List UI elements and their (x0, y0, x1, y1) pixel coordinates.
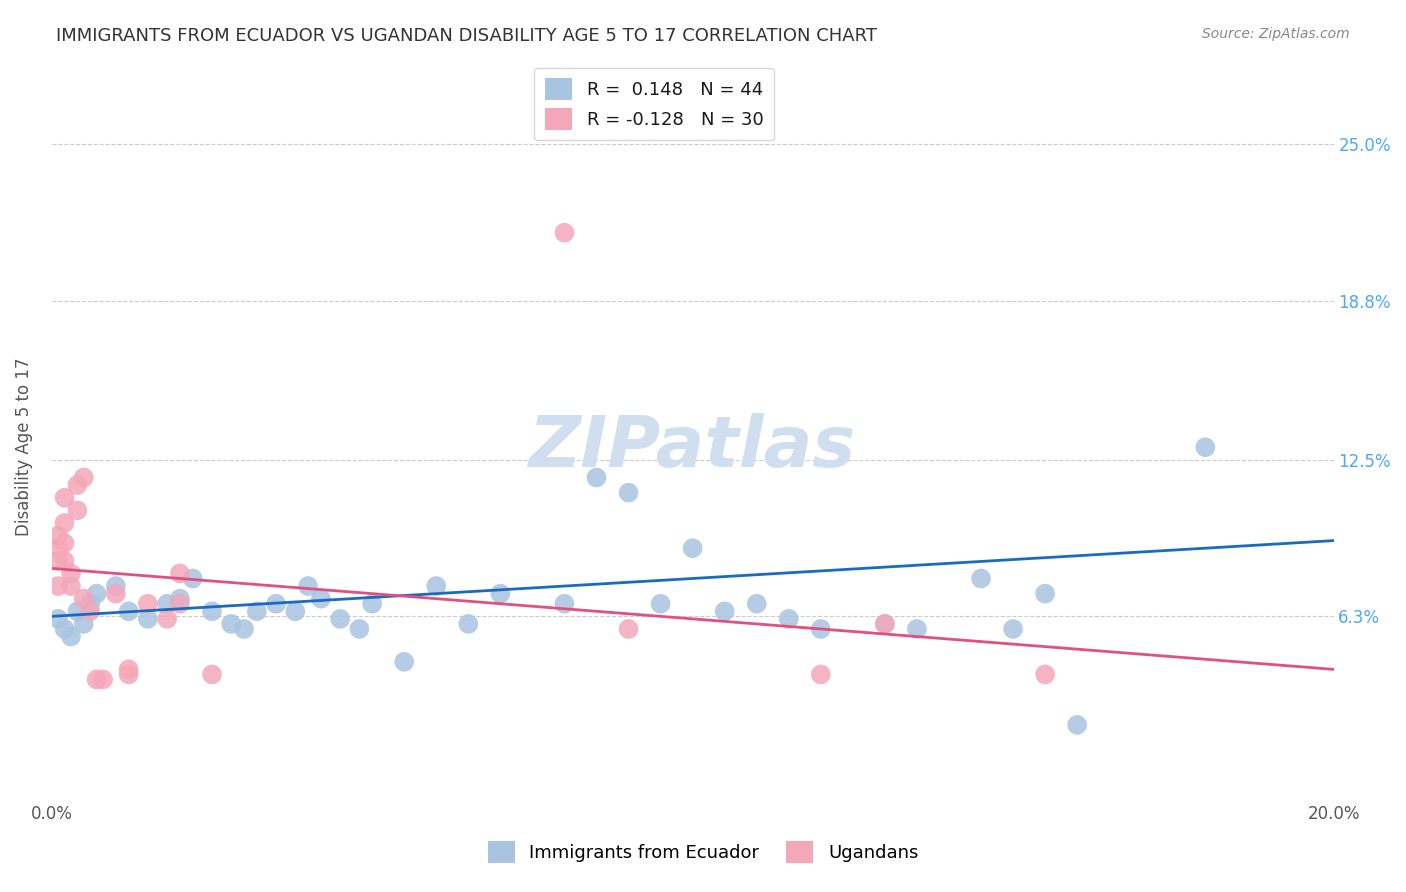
Point (53, 554, 76, 568)
Point (156, 597, 179, 611)
Point (201, 667, 224, 681)
Point (91, 673, 114, 687)
Point (233, 622, 256, 636)
Point (394, 655, 416, 669)
Point (136, 612, 159, 626)
Point (778, 612, 800, 626)
Point (585, 470, 607, 484)
Point (156, 612, 179, 626)
Point (169, 597, 191, 611)
Point (201, 604, 224, 618)
Point (284, 604, 307, 618)
Point (1002, 622, 1025, 636)
Point (86, 673, 108, 687)
Point (181, 572, 204, 586)
Point (118, 662, 141, 676)
Point (53, 491, 76, 505)
Point (329, 612, 352, 626)
Point (873, 616, 896, 631)
Point (1066, 718, 1088, 732)
Point (650, 597, 672, 611)
Point (1194, 440, 1216, 454)
Point (810, 622, 832, 636)
Point (970, 572, 993, 586)
Point (104, 587, 127, 601)
Text: ZIPatlas: ZIPatlas (529, 413, 856, 482)
Point (66, 478, 89, 492)
Point (59, 630, 82, 644)
Point (810, 667, 832, 681)
Point (79, 604, 101, 618)
Point (66, 503, 89, 517)
Point (425, 579, 447, 593)
Point (361, 597, 384, 611)
Point (53, 536, 76, 550)
Point (1033, 587, 1056, 601)
Point (53, 516, 76, 530)
Point (873, 616, 896, 631)
Point (553, 597, 575, 611)
Point (169, 566, 191, 581)
Point (86, 587, 108, 601)
Point (46, 612, 69, 626)
Point (118, 604, 141, 618)
Point (59, 579, 82, 593)
Point (682, 541, 704, 556)
Point (713, 604, 735, 618)
Point (617, 622, 640, 636)
Point (297, 579, 319, 593)
Point (53, 622, 76, 636)
Point (309, 591, 332, 606)
Point (46, 554, 69, 568)
Point (118, 667, 141, 681)
Point (46, 579, 69, 593)
Text: IMMIGRANTS FROM ECUADOR VS UGANDAN DISABILITY AGE 5 TO 17 CORRELATION CHART: IMMIGRANTS FROM ECUADOR VS UGANDAN DISAB… (56, 27, 877, 45)
Point (553, 226, 575, 240)
Text: Source: ZipAtlas.com: Source: ZipAtlas.com (1202, 27, 1350, 41)
Point (104, 579, 127, 593)
Point (73, 470, 96, 484)
Point (617, 485, 640, 500)
Point (745, 597, 768, 611)
Point (46, 541, 69, 556)
Legend: R =  0.148   N = 44, R = -0.128   N = 30: R = 0.148 N = 44, R = -0.128 N = 30 (534, 68, 775, 140)
Point (1033, 667, 1056, 681)
Point (457, 616, 479, 631)
Y-axis label: Disability Age 5 to 17: Disability Age 5 to 17 (15, 358, 32, 536)
Point (264, 597, 287, 611)
Point (219, 616, 242, 631)
Point (59, 566, 82, 581)
Point (169, 591, 191, 606)
Point (246, 604, 269, 618)
Point (73, 616, 96, 631)
Point (136, 597, 159, 611)
Point (79, 597, 101, 611)
Point (489, 587, 512, 601)
Point (905, 622, 928, 636)
Point (349, 622, 371, 636)
Point (66, 604, 89, 618)
Point (73, 591, 96, 606)
Legend: Immigrants from Ecuador, Ugandans: Immigrants from Ecuador, Ugandans (477, 830, 929, 874)
Point (46, 528, 69, 542)
